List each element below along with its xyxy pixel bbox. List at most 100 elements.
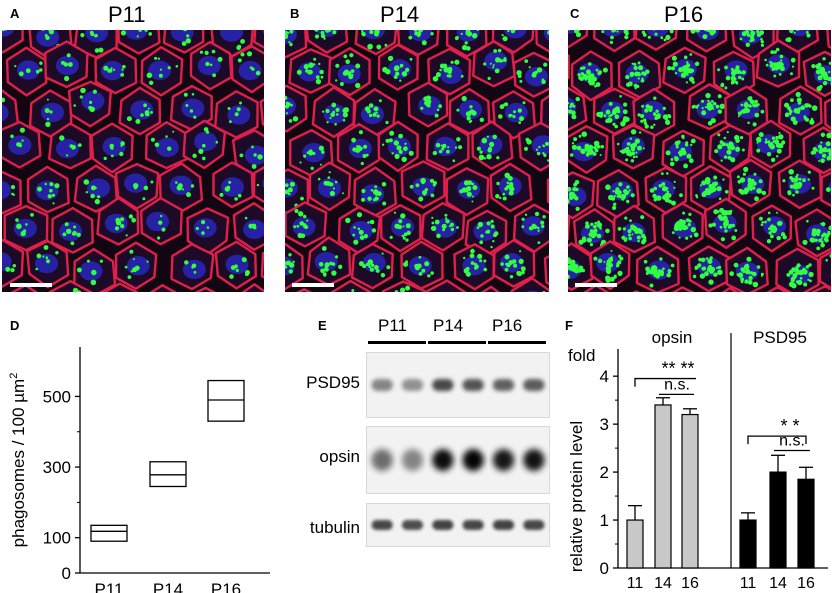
phagosome-dot [161, 227, 166, 232]
panel-title-b: P14 [380, 2, 420, 27]
rpe-cell [510, 277, 549, 292]
phagosome-dot [754, 196, 759, 202]
phagosome-dot [229, 274, 234, 279]
phagosome-dot [805, 31, 809, 34]
phagosome-dot [472, 33, 478, 39]
phagosome-dot [626, 142, 631, 146]
phagosome-dot [328, 171, 331, 174]
phagosome-dot [680, 72, 687, 78]
phagosome-dot [439, 63, 445, 69]
x-category-label: 11 [627, 575, 644, 592]
phagosome-dot [492, 66, 495, 69]
phagosome-dot [743, 166, 749, 172]
phagosome-dot [525, 137, 530, 142]
panel-letter-a: A [10, 6, 20, 21]
phagosome-dot [490, 224, 495, 229]
cell-nucleus [55, 138, 79, 159]
phagosome-dot [756, 148, 761, 153]
phagosome-dot [18, 71, 24, 77]
phagosome-dot [682, 224, 688, 231]
phagosome-dot [814, 238, 818, 242]
phagosome-dot [770, 50, 775, 55]
phagosome-dot [358, 130, 363, 135]
blot-row-label-tubulin: tubulin [309, 518, 360, 537]
cell-nucleus [261, 30, 264, 34]
phagosome-dot [133, 186, 138, 190]
phagosome-dot [201, 220, 206, 225]
phagosome-dot [353, 226, 356, 229]
phagosome-dot [285, 190, 288, 194]
phagosome-dot [64, 75, 70, 82]
phagosome-dot [504, 254, 510, 260]
phagosome-dot [643, 259, 648, 264]
phagosome-dot [795, 265, 799, 270]
phagosome-dot [353, 239, 359, 245]
cell-nucleus [182, 259, 206, 280]
phagosome-dot [292, 260, 295, 263]
phagosome-dot [750, 30, 756, 36]
phagosome-dot [368, 265, 371, 268]
phagosome-dot [393, 211, 397, 214]
phagosome-dot [724, 86, 728, 90]
phagosome-dot [649, 188, 655, 193]
phagosome-dot [719, 103, 725, 110]
phagosome-dot [622, 109, 628, 115]
phagosome-dot [685, 81, 688, 84]
phagosome-dot [677, 151, 680, 154]
phagosome-dot [644, 108, 649, 113]
phagosome-dot [640, 119, 644, 123]
phagosome-dot [652, 30, 656, 31]
phagosome-dot [580, 148, 586, 155]
phagosome-dot [690, 30, 696, 34]
phagosome-dot [303, 154, 307, 158]
phagosome-dot [760, 223, 764, 227]
bar-psd95-11 [739, 519, 757, 569]
phagosome-dot [704, 106, 707, 109]
phagosome-dot [477, 253, 483, 259]
phagosome-dot [321, 110, 325, 113]
phagosome-dot [754, 99, 758, 104]
phagosome-dot [588, 233, 592, 236]
phagosome-dot [635, 227, 642, 234]
phagosome-dot [675, 145, 679, 149]
rpe-cell [10, 284, 38, 292]
phagosome-dot [175, 181, 178, 184]
phagosome-dot [184, 260, 189, 265]
phagosome-dot [73, 104, 76, 107]
phagosome-dot [790, 57, 796, 63]
phagosome-dot [727, 225, 732, 229]
phagosome-dot [637, 61, 641, 65]
phagosome-dot [686, 153, 692, 159]
phagosome-dot [470, 248, 475, 254]
phagosome-dot [460, 32, 463, 35]
phagosome-dot [483, 62, 487, 66]
phagosome-dot [339, 82, 344, 86]
phagosome-dot [811, 64, 816, 69]
phagosome-dot [598, 70, 602, 75]
phagosome-dot [761, 221, 764, 224]
phagosome-dot [620, 149, 626, 154]
phagosome-dot [246, 51, 253, 57]
box-p11 [90, 524, 128, 542]
phagosome-dot [72, 287, 79, 292]
phagosome-dot [401, 234, 405, 238]
phagosome-dot [504, 187, 508, 191]
phagosome-dot [660, 172, 664, 176]
phagosome-dot [711, 31, 714, 34]
phagosome-dot [714, 149, 719, 154]
phagosome-dot [586, 237, 592, 243]
micrograph-canvas [285, 30, 549, 292]
phagosome-dot [776, 211, 778, 214]
blot-band [401, 449, 424, 471]
phagosome-dot [769, 63, 774, 68]
rpe-cell [149, 283, 178, 292]
phagosome-dot [43, 245, 49, 250]
phagosome-dot [707, 99, 710, 103]
phagosome-dot [807, 170, 811, 174]
cell-nucleus [81, 91, 105, 111]
phagosome-dot [324, 30, 330, 33]
phagosome-dot [614, 124, 618, 129]
phagosome-dot [625, 31, 629, 36]
phagosome-dot [778, 131, 781, 135]
rpe-cell [253, 30, 264, 49]
